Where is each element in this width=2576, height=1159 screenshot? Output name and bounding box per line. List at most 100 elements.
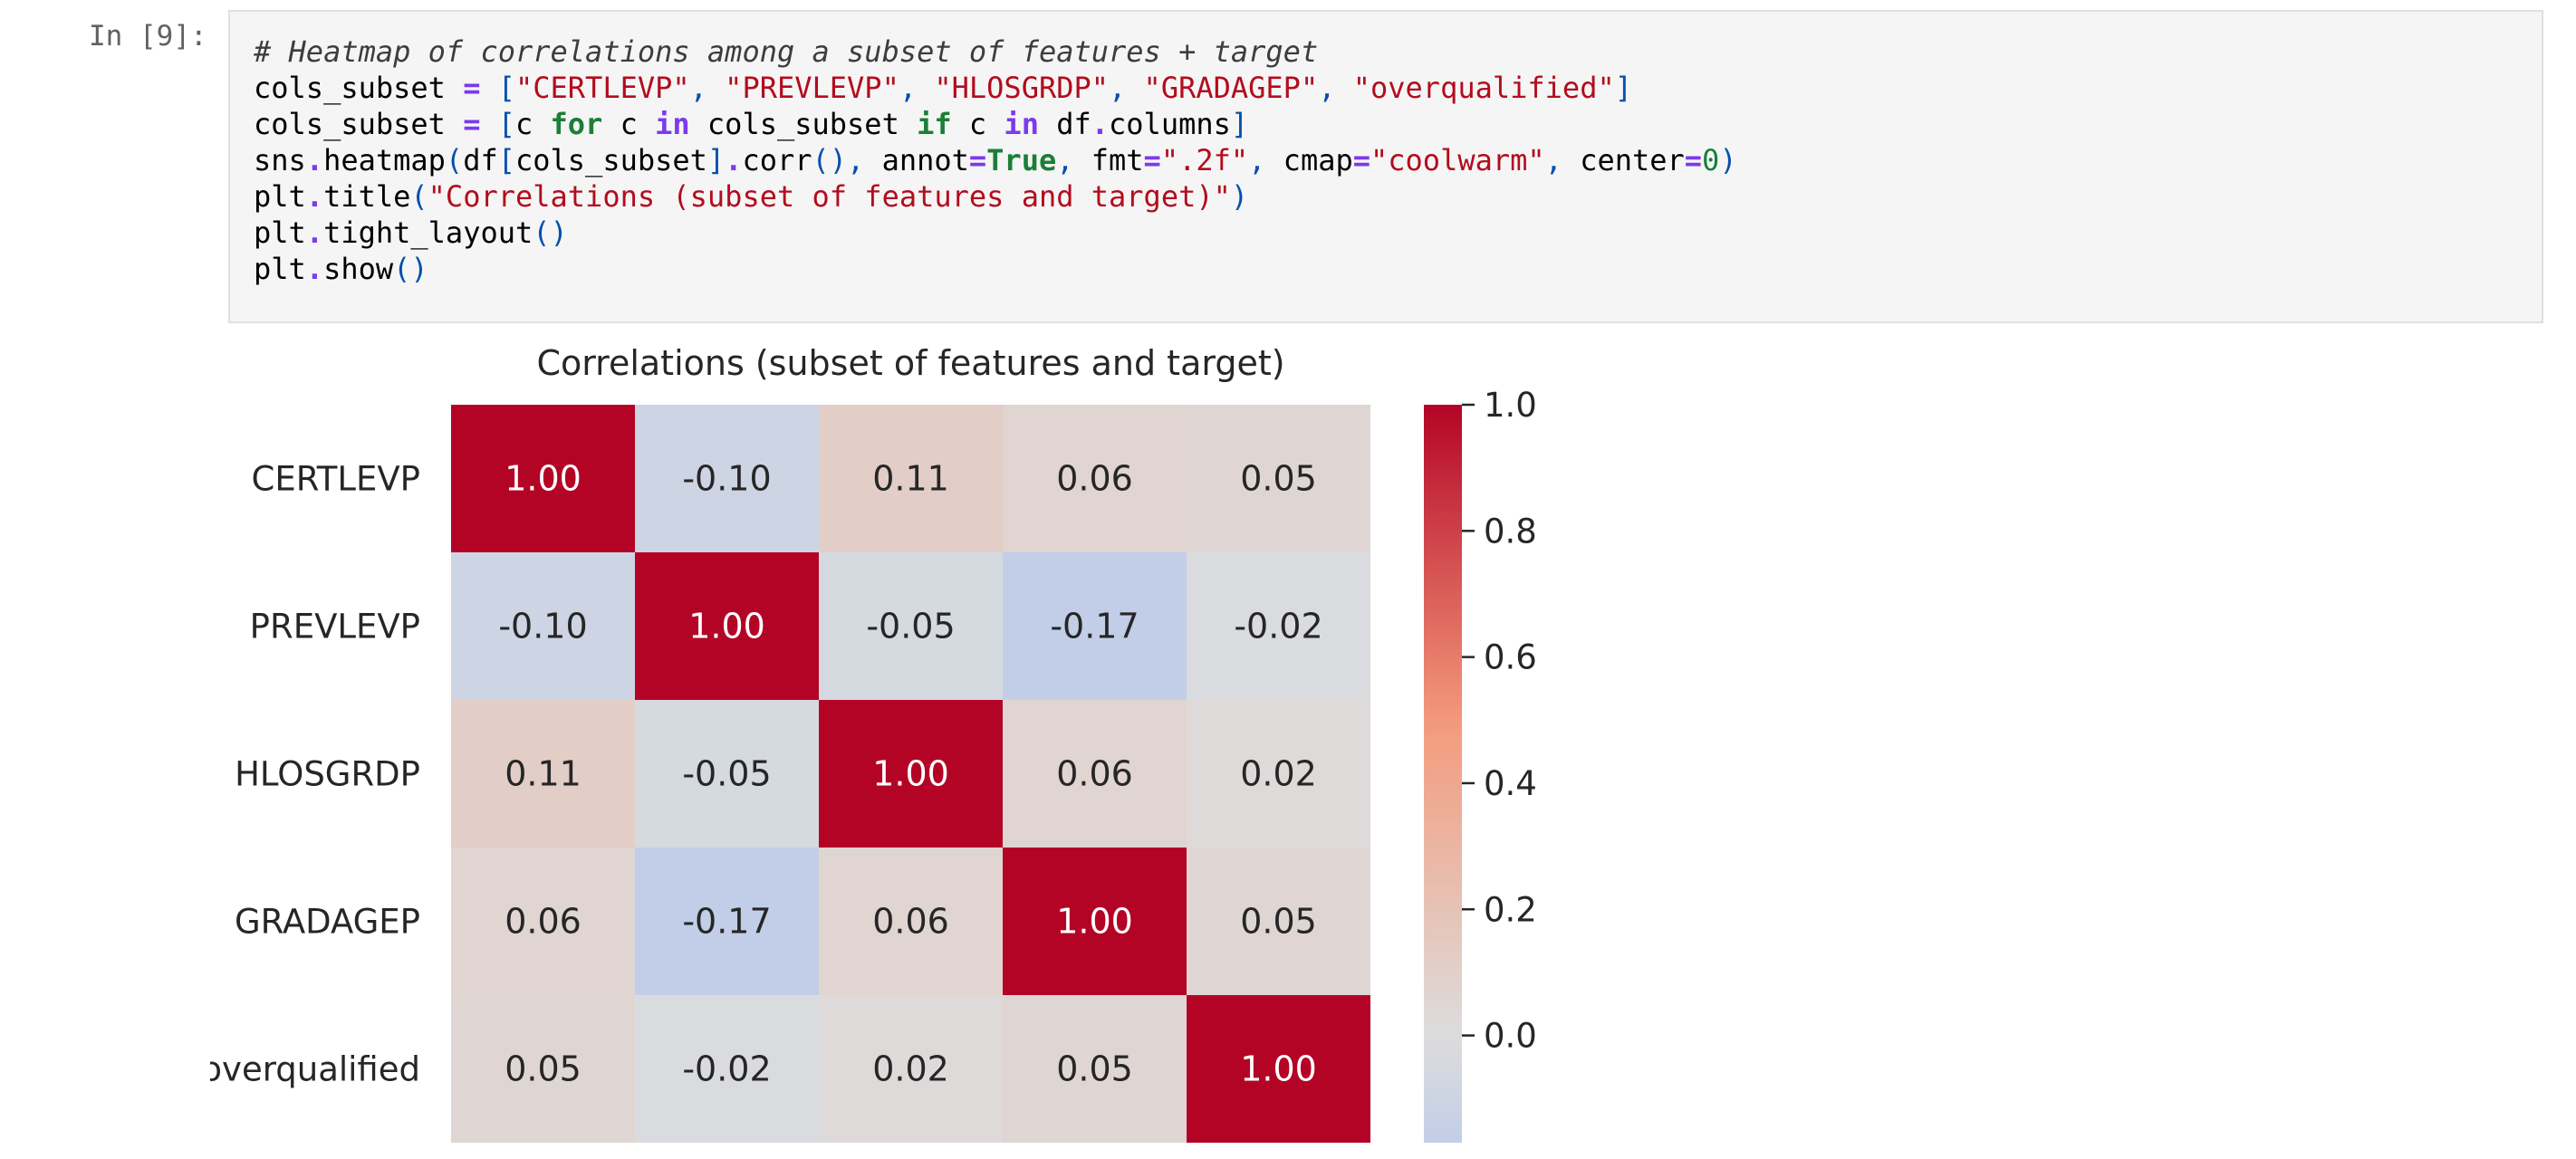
row-label: PREVLEVP — [250, 608, 420, 647]
heatmap-cell-value: 1.00 — [1240, 1049, 1317, 1089]
heatmap-cell — [1187, 552, 1370, 700]
colorbar-tick-label: 0.4 — [1484, 764, 1537, 803]
heatmap-cell-value: -0.05 — [866, 607, 955, 647]
code-cell-input[interactable]: # Heatmap of correlations among a subset… — [228, 10, 2543, 323]
heatmap-cell — [451, 552, 635, 700]
heatmap-cell — [451, 405, 635, 552]
code-token: "overqualified" — [1352, 71, 1615, 105]
heatmap-cell — [1003, 552, 1187, 700]
code-token: . — [305, 179, 324, 214]
heatmap-cell — [819, 700, 1003, 848]
code-token: = — [1352, 143, 1370, 177]
colorbar-tick-label: 0.6 — [1484, 638, 1537, 677]
row-label: GRADAGEP — [235, 903, 420, 942]
code-token: [ — [497, 107, 515, 141]
code-token: corr — [742, 143, 812, 177]
heatmap-cell — [819, 552, 1003, 700]
code-token: [ — [497, 143, 515, 177]
row-label: CERTLEVP — [252, 460, 420, 499]
code-token: "HLOSGRDP" — [934, 71, 1110, 105]
heatmap-cell-value: 0.02 — [872, 1049, 949, 1089]
code-line: plt.show() — [254, 252, 428, 286]
heatmap-cell-value: 0.05 — [1056, 1049, 1133, 1089]
code-token: title — [323, 179, 411, 214]
heatmap-cell-value: 0.06 — [1056, 754, 1133, 794]
heatmap-cell-value: -0.10 — [498, 607, 587, 647]
code-token: heatmap — [323, 143, 446, 177]
row-label: overqualified — [210, 1050, 420, 1089]
heatmap-cell-value: 0.05 — [1240, 902, 1317, 942]
code-token: ".2f" — [1160, 143, 1249, 177]
code-token: . — [725, 143, 743, 177]
heatmap-cell-value: 0.02 — [1240, 754, 1317, 794]
code-token: "Correlations (subset of features and ta… — [428, 179, 1231, 214]
code-token: df — [463, 143, 498, 177]
code-token: cmap — [1283, 143, 1353, 177]
code-token: [ — [497, 71, 515, 105]
heatmap-cell-value: -0.05 — [682, 754, 771, 794]
code-token: , — [899, 71, 935, 105]
heatmap-cell-value: 0.06 — [505, 902, 582, 942]
heatmap-cell — [1187, 848, 1370, 995]
heatmap-cell — [819, 995, 1003, 1143]
code-token: "CERTLEVP" — [514, 71, 690, 105]
code-line: sns.heatmap(df[cols_subset].corr(), anno… — [254, 143, 1737, 177]
code-line: cols_subset = [c for c in cols_subset if… — [254, 107, 1248, 141]
heatmap-cell — [1003, 995, 1187, 1143]
code-token: ] — [706, 143, 726, 177]
heatmap-cell — [451, 700, 635, 848]
heatmap-cell — [1187, 995, 1370, 1143]
code-token: . — [305, 143, 324, 177]
heatmap-cell — [1003, 405, 1187, 552]
code-token: "PREVLEVP" — [725, 71, 899, 105]
code-line: plt.title("Correlations (subset of featu… — [254, 179, 1248, 214]
colorbar-tick-label: 0.2 — [1484, 890, 1537, 929]
code-token: , — [1056, 143, 1091, 177]
colorbar-tick-label: 0.0 — [1484, 1017, 1537, 1056]
heatmap-cell-value: -0.02 — [682, 1049, 771, 1089]
heatmap-cell — [1003, 700, 1187, 848]
heatmap-cell-value: 1.00 — [1056, 902, 1133, 942]
heatmap-cell — [635, 995, 819, 1143]
colorbar-tick-label: 1.0 — [1484, 386, 1537, 425]
heatmap-cell-value: 0.05 — [505, 1049, 582, 1089]
code-token — [480, 107, 497, 141]
code-token: plt — [254, 179, 306, 214]
code-token: , — [1248, 143, 1283, 177]
code-token: . — [305, 216, 324, 250]
code-token: for — [550, 107, 603, 141]
heatmap-cell — [635, 848, 819, 995]
code-token: ) — [1230, 179, 1249, 214]
code-token: cols_subset — [254, 71, 464, 105]
code-editor[interactable]: # Heatmap of correlations among a subset… — [254, 34, 1737, 287]
code-token: () — [533, 216, 568, 250]
code-token: c — [514, 107, 551, 141]
code-token: in — [1004, 107, 1039, 141]
heatmap-cell-value: 1.00 — [872, 754, 949, 794]
heatmap-cell-value: -0.10 — [682, 459, 771, 499]
heatmap-cell-value: -0.17 — [682, 902, 771, 942]
code-token: , — [1109, 71, 1144, 105]
code-token: cols_subset — [689, 107, 918, 141]
code-line: cols_subset = ["CERTLEVP", "PREVLEVP", "… — [254, 71, 1632, 105]
code-token: show — [323, 252, 394, 286]
heatmap-cell — [1187, 700, 1370, 848]
code-token: ] — [1230, 107, 1249, 141]
code-token: c — [951, 107, 1004, 141]
code-token: , — [1318, 71, 1353, 105]
row-label: HLOSGRDP — [235, 755, 420, 794]
code-token: df — [1038, 107, 1091, 141]
code-token: ( — [445, 143, 464, 177]
heatmap-cell-value: 1.00 — [688, 607, 765, 647]
code-token: = — [463, 71, 481, 105]
heatmap-chart: Correlations (subset of features and tar… — [201, 343, 1537, 1143]
code-token: () — [393, 252, 428, 286]
heatmap-cell-value: 0.06 — [872, 902, 949, 942]
cell-prompt: In [9]: — [89, 20, 207, 53]
code-token: = — [968, 143, 987, 177]
code-token: cols_subset — [254, 107, 464, 141]
code-token: , — [689, 71, 726, 105]
code-token: . — [1091, 107, 1110, 141]
chart-title: Correlations (subset of features and tar… — [536, 343, 1284, 383]
code-token: ( — [410, 179, 428, 214]
